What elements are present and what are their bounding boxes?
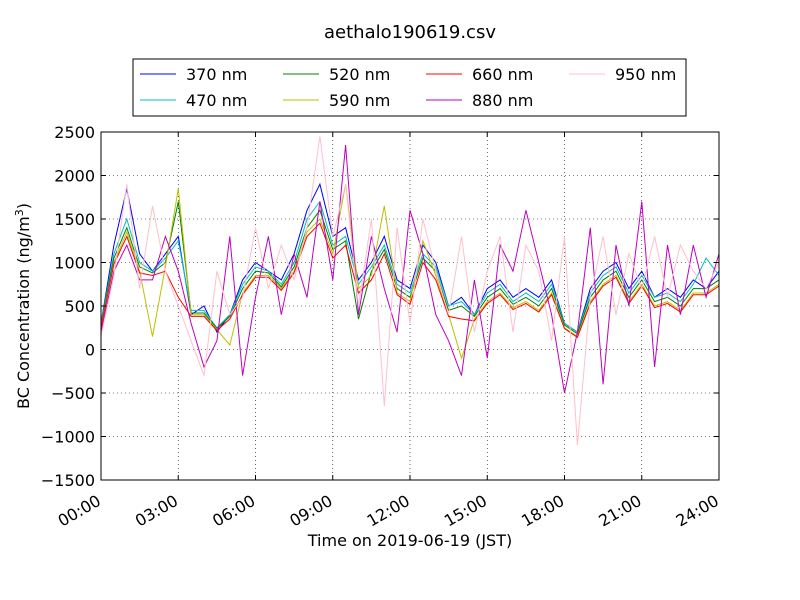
series-line (100, 200, 720, 333)
x-tick-label: 09:00 (286, 491, 335, 531)
y-axis-label: BC Concentration (ng/m3) (13, 203, 33, 409)
chart-title: aethalo190619.csv (324, 22, 496, 43)
legend-label: 950 nm (615, 65, 676, 84)
x-tick-label: 21:00 (595, 491, 644, 531)
series-line (100, 182, 720, 334)
legend-label: 880 nm (472, 91, 533, 110)
series-line (100, 184, 720, 360)
series-line (100, 145, 720, 394)
x-axis-label: Time on 2019-06-19 (JST) (307, 531, 512, 550)
x-tick-label: 03:00 (132, 491, 181, 531)
y-tick-label: 1000 (54, 254, 95, 273)
x-tick-label: 15:00 (441, 491, 490, 531)
y-tick-label: −1000 (41, 428, 95, 447)
legend: 370 nm 470 nm 520 nm 590 nm 660 nm 880 nm 950 … (132, 58, 687, 117)
legend-label: 470 nm (186, 91, 247, 110)
axis-ticks: 00:00 03:00 06:00 09:00 12:00 15:00 18:00 21:00… (41, 123, 722, 531)
y-tick-label: 2500 (54, 123, 95, 142)
series-group (100, 136, 720, 446)
legend-label: 370 nm (186, 65, 247, 84)
x-tick-label: 00:00 (55, 491, 104, 531)
series-line (100, 136, 720, 446)
x-tick-label: 12:00 (364, 491, 413, 531)
y-tick-label: −1500 (41, 471, 95, 490)
y-tick-label: 1500 (54, 210, 95, 229)
x-tick-label: 06:00 (209, 491, 258, 531)
legend-label: 520 nm (329, 65, 390, 84)
y-tick-label: 2000 (54, 167, 95, 186)
y-axis-label-end: ) (14, 203, 33, 209)
legend-label: 660 nm (472, 65, 533, 84)
legend-label: 590 nm (329, 91, 390, 110)
x-tick-label: 18:00 (518, 491, 567, 531)
legend-box (132, 58, 687, 117)
grid (100, 131, 720, 481)
x-tick-label: 24:00 (673, 491, 722, 531)
y-tick-label: 0 (85, 341, 95, 360)
y-axis-label-main: BC Concentration (ng/m (14, 216, 33, 409)
y-tick-label: −500 (51, 384, 95, 403)
series-line (100, 201, 720, 335)
series-line (100, 222, 720, 339)
y-axis-label-sup: 3 (13, 209, 26, 216)
y-tick-label: 500 (64, 297, 95, 316)
